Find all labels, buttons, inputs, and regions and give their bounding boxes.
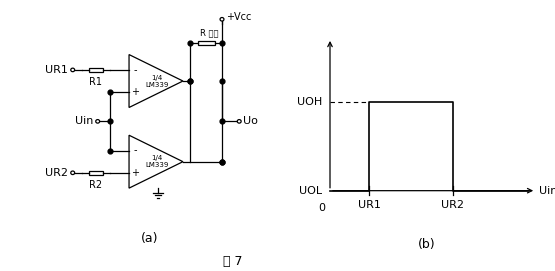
Circle shape bbox=[71, 68, 74, 72]
Point bbox=[105, 119, 114, 124]
Circle shape bbox=[238, 120, 241, 123]
Text: -: - bbox=[133, 146, 137, 156]
Point bbox=[185, 79, 194, 83]
Text: 1/4
LM339: 1/4 LM339 bbox=[145, 75, 169, 88]
Point bbox=[185, 79, 194, 83]
Text: UOH: UOH bbox=[297, 98, 322, 107]
Text: -: - bbox=[133, 65, 137, 75]
Text: Uin: Uin bbox=[539, 186, 555, 196]
Circle shape bbox=[95, 120, 100, 123]
Text: UR2: UR2 bbox=[45, 168, 68, 178]
Text: +Vcc: +Vcc bbox=[226, 12, 251, 22]
Text: UR2: UR2 bbox=[441, 200, 464, 210]
Bar bbox=[198, 41, 215, 46]
Text: (a): (a) bbox=[141, 232, 159, 245]
Bar bbox=[89, 170, 103, 175]
Text: +: + bbox=[131, 168, 139, 178]
Text: 1/4
LM339: 1/4 LM339 bbox=[145, 155, 169, 168]
Text: 0: 0 bbox=[319, 203, 326, 213]
Text: UR1: UR1 bbox=[45, 65, 68, 75]
Text: R 上拉: R 上拉 bbox=[200, 29, 219, 38]
Text: UOL: UOL bbox=[299, 186, 322, 196]
Circle shape bbox=[220, 18, 224, 21]
Point bbox=[218, 79, 226, 83]
Point bbox=[218, 41, 226, 45]
Point bbox=[185, 41, 194, 45]
Text: Uin: Uin bbox=[74, 116, 93, 126]
Text: R2: R2 bbox=[89, 180, 102, 190]
Text: Uo: Uo bbox=[243, 116, 258, 126]
Bar bbox=[89, 68, 103, 72]
Text: (b): (b) bbox=[418, 238, 435, 251]
Point bbox=[218, 160, 226, 164]
Text: UR1: UR1 bbox=[357, 200, 381, 210]
Text: 图 7: 图 7 bbox=[223, 255, 243, 268]
Point bbox=[105, 149, 114, 153]
Circle shape bbox=[71, 171, 74, 175]
Point bbox=[218, 119, 226, 124]
Text: +: + bbox=[131, 87, 139, 97]
Text: R1: R1 bbox=[89, 77, 102, 87]
Point bbox=[218, 160, 226, 164]
Point bbox=[105, 90, 114, 94]
